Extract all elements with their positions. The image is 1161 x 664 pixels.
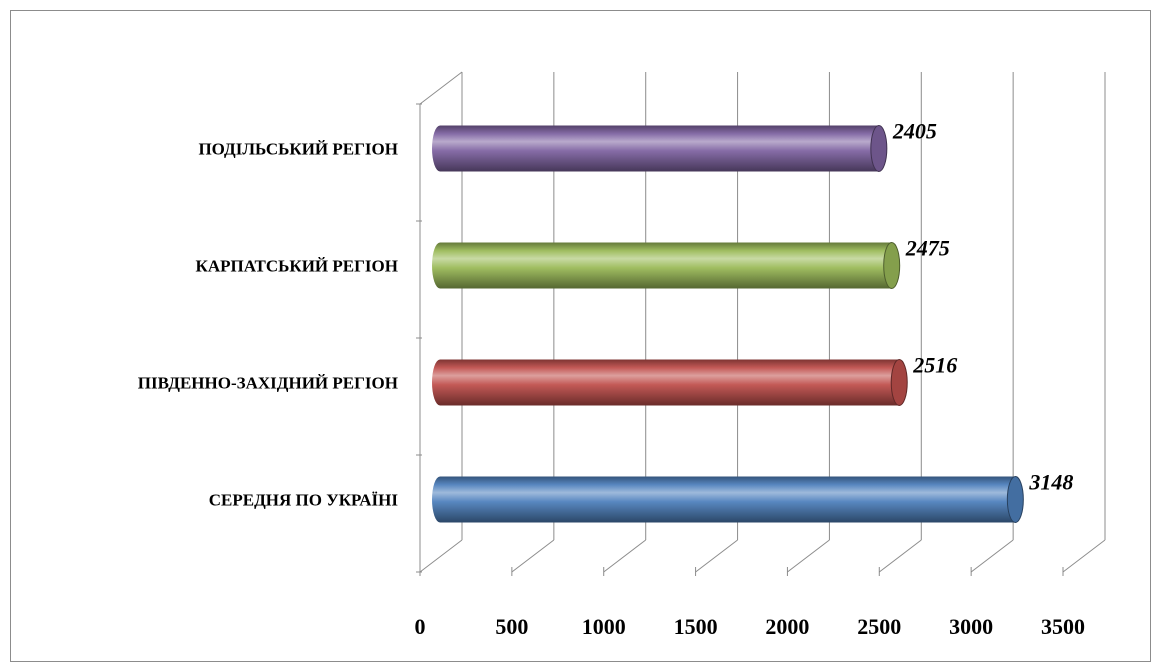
labels: 0 500 1000 1500 2000 2500 3000 3500 СЕРЕДНЯ ПО У… xyxy=(138,119,1085,640)
left-wall-top-edge xyxy=(419,71,463,105)
floor-gridline-500 xyxy=(511,539,555,573)
bar-3 xyxy=(432,125,879,172)
axes xyxy=(416,103,1064,576)
x-tick-label-0: 0 xyxy=(415,614,426,639)
chart-frame xyxy=(10,10,1151,662)
y-category-label-1: ПІВДЕННО-ЗАХІДНИЙ РЕГІОН xyxy=(138,374,398,393)
y-category-label-0: СЕРЕДНЯ ПО УКРАЇНІ xyxy=(209,491,399,510)
bar-cap-1 xyxy=(890,359,908,406)
bar-cap-3 xyxy=(870,125,888,172)
x-tick-label-2500: 2500 xyxy=(857,614,901,639)
x-tick-label-2000: 2000 xyxy=(765,614,809,639)
x-tick-label-1000: 1000 xyxy=(582,614,626,639)
data-label-2: 2475 xyxy=(905,236,950,261)
bar-1 xyxy=(432,359,900,406)
floor-gridline-0 xyxy=(419,539,463,573)
y-category-label-3: ПОДІЛЬСЬКИЙ РЕГІОН xyxy=(198,140,398,159)
floor-gridline-2500 xyxy=(878,539,922,573)
x-tick-label-500: 500 xyxy=(495,614,528,639)
bars xyxy=(432,125,1024,523)
x-tick-label-1500: 1500 xyxy=(674,614,718,639)
data-label-0: 3148 xyxy=(1028,470,1073,495)
bar-cap-0 xyxy=(1006,476,1024,523)
x-tick-label-3000: 3000 xyxy=(949,614,993,639)
floor-gridline-1500 xyxy=(695,539,738,573)
floor-gridline-3500 xyxy=(1062,539,1106,573)
floor-gridline-2000 xyxy=(787,539,830,573)
x-tick-label-3500: 3500 xyxy=(1041,614,1085,639)
y-category-label-2: КАРПАТСЬКИЙ РЕГІОН xyxy=(196,257,398,276)
data-label-1: 2516 xyxy=(912,353,957,378)
floor-gridline-1000 xyxy=(603,539,647,573)
data-label-3: 2405 xyxy=(892,119,937,144)
bar-cap-2 xyxy=(883,242,901,289)
floor-gridline-3000 xyxy=(970,539,1014,573)
bar-2 xyxy=(432,242,892,289)
bar-0 xyxy=(432,476,1016,523)
